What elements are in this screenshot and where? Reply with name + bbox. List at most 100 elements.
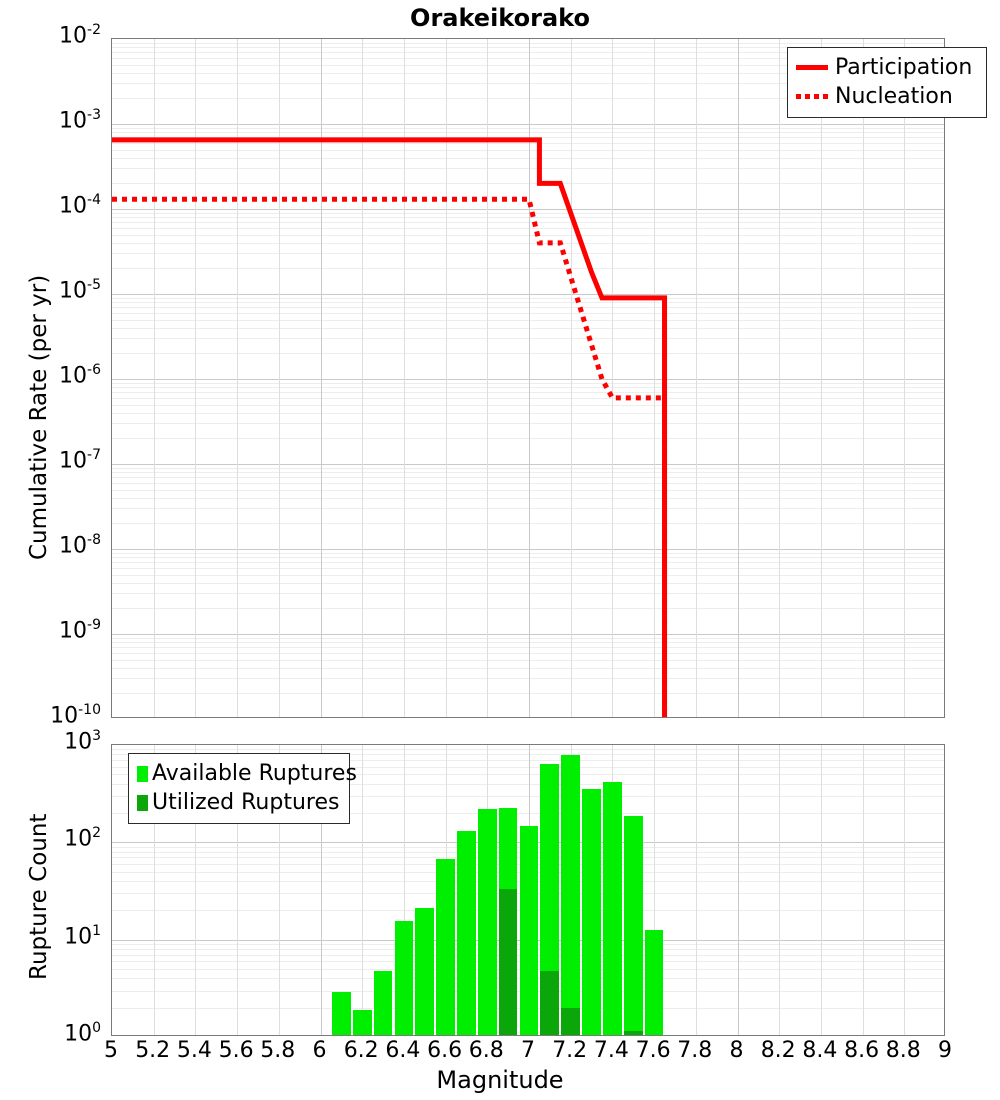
- grid-line-major: [112, 549, 944, 550]
- legend-item-available-ruptures: Available Ruptures: [137, 759, 357, 788]
- grid-line-minor: [112, 83, 944, 84]
- grid-line-major: [112, 464, 944, 465]
- top-chart-panel: Cumulative Rate (per yr) 10-2 10-3 10-4 10-…: [26, 22, 987, 728]
- grid-line-vertical: [612, 39, 613, 717]
- utilized-color-swatch-icon: [137, 794, 148, 811]
- histogram-bar: [352, 1010, 372, 1035]
- x-tick-label: 8.6: [844, 1038, 880, 1063]
- grid-line-minor: [112, 65, 944, 66]
- grid-line-minor: [112, 235, 944, 236]
- histogram-bar: [519, 826, 539, 1035]
- x-tick-label: 5.4: [176, 1038, 212, 1063]
- grid-line-minor: [112, 774, 944, 775]
- grid-line-minor: [112, 353, 944, 354]
- grid-line-minor: [112, 796, 944, 797]
- grid-line-vertical: [696, 745, 697, 1035]
- dotted-line-icon: [796, 94, 828, 99]
- grid-line-minor: [112, 47, 944, 48]
- grid-line-vertical: [362, 745, 363, 1035]
- solid-line-icon: [796, 65, 828, 70]
- grid-line-minor: [112, 158, 944, 159]
- grid-line-minor: [112, 43, 944, 44]
- histogram-bar: [373, 970, 393, 1035]
- grid-line-minor: [112, 490, 944, 491]
- grid-line-vertical: [904, 745, 905, 1035]
- grid-line-minor: [112, 784, 944, 785]
- grid-line-vertical: [237, 745, 238, 1035]
- grid-line-minor: [112, 320, 944, 321]
- bottom-plot-area: [111, 744, 945, 1036]
- legend-item-utilized-ruptures: Utilized Ruptures: [137, 788, 340, 817]
- histogram-bar: [582, 788, 601, 1035]
- grid-line-vertical: [279, 745, 280, 1035]
- grid-line-major: [112, 209, 944, 210]
- x-tick-label: 5: [104, 1038, 118, 1063]
- grid-line-minor: [112, 678, 944, 679]
- grid-line-major: [112, 294, 944, 295]
- grid-line-minor: [112, 767, 944, 768]
- y-tick-label: 10-6: [59, 362, 101, 389]
- histogram-bar: [561, 755, 581, 1035]
- grid-line-vertical: [321, 745, 322, 1035]
- grid-line-vertical: [779, 39, 780, 717]
- x-tick-label: 6.2: [343, 1038, 379, 1063]
- grid-line-minor: [112, 653, 944, 654]
- grid-line-minor: [112, 813, 944, 814]
- participation-curve: [112, 137, 668, 717]
- grid-line-minor: [112, 438, 944, 439]
- grid-line-minor: [112, 98, 944, 99]
- grid-line-vertical: [446, 39, 447, 717]
- x-tick-label: 6: [312, 1038, 327, 1063]
- grid-line-vertical: [195, 39, 196, 717]
- histogram-bar: [477, 809, 497, 1035]
- grid-line-vertical: [529, 39, 530, 717]
- grid-line-minor: [112, 483, 944, 484]
- grid-line-minor: [112, 553, 944, 554]
- grid-line-minor: [112, 583, 944, 584]
- histogram-bar-utilized: [498, 888, 518, 1035]
- grid-line-minor: [112, 328, 944, 329]
- grid-line-major: [112, 124, 944, 125]
- grid-line-minor: [112, 243, 944, 244]
- x-tick-label: 8.4: [802, 1038, 838, 1063]
- grid-line-vertical: [404, 39, 405, 717]
- grid-line-minor: [112, 338, 944, 339]
- grid-line-minor: [112, 693, 944, 694]
- x-tick-label: 6.6: [427, 1038, 463, 1063]
- grid-line-minor: [112, 313, 944, 314]
- y-tick-label: 10-9: [59, 617, 101, 644]
- grid-line-minor: [112, 638, 944, 639]
- grid-line-vertical: [863, 745, 864, 1035]
- grid-line-vertical: [821, 745, 822, 1035]
- grid-line-minor: [112, 52, 944, 53]
- legend-item-nucleation: Nucleation: [796, 82, 977, 111]
- grid-line-major: [112, 379, 944, 380]
- grid-line-minor: [112, 477, 944, 478]
- grid-line-minor: [112, 150, 944, 151]
- grid-line-minor: [112, 568, 944, 569]
- y-tick-label: 102: [64, 825, 101, 852]
- page-title: Orakeikorako: [410, 4, 590, 32]
- histogram-bar: [457, 830, 476, 1035]
- histogram-bar: [623, 815, 643, 1035]
- grid-line-minor: [112, 183, 944, 184]
- grid-line-minor: [112, 168, 944, 169]
- x-tick-label: 6.4: [385, 1038, 421, 1063]
- grid-line-vertical: [863, 39, 864, 717]
- x-tick-label: 5.6: [218, 1038, 254, 1063]
- x-tick-label: 8: [729, 1038, 744, 1063]
- x-tick-label: 8.2: [760, 1038, 796, 1063]
- grid-line-minor: [112, 608, 944, 609]
- grid-line-vertical: [779, 745, 780, 1035]
- x-tick-label: 7.6: [635, 1038, 671, 1063]
- legend-label-nucleation: Nucleation: [835, 84, 953, 109]
- y-tick-label: 10-7: [59, 447, 101, 474]
- grid-line-minor: [112, 642, 944, 643]
- grid-line-minor: [112, 593, 944, 594]
- grid-line-vertical: [654, 745, 655, 1035]
- grid-line-minor: [112, 498, 944, 499]
- grid-line-vertical: [904, 39, 905, 717]
- grid-line-minor: [112, 387, 944, 388]
- y-tick-label: 103: [64, 728, 101, 755]
